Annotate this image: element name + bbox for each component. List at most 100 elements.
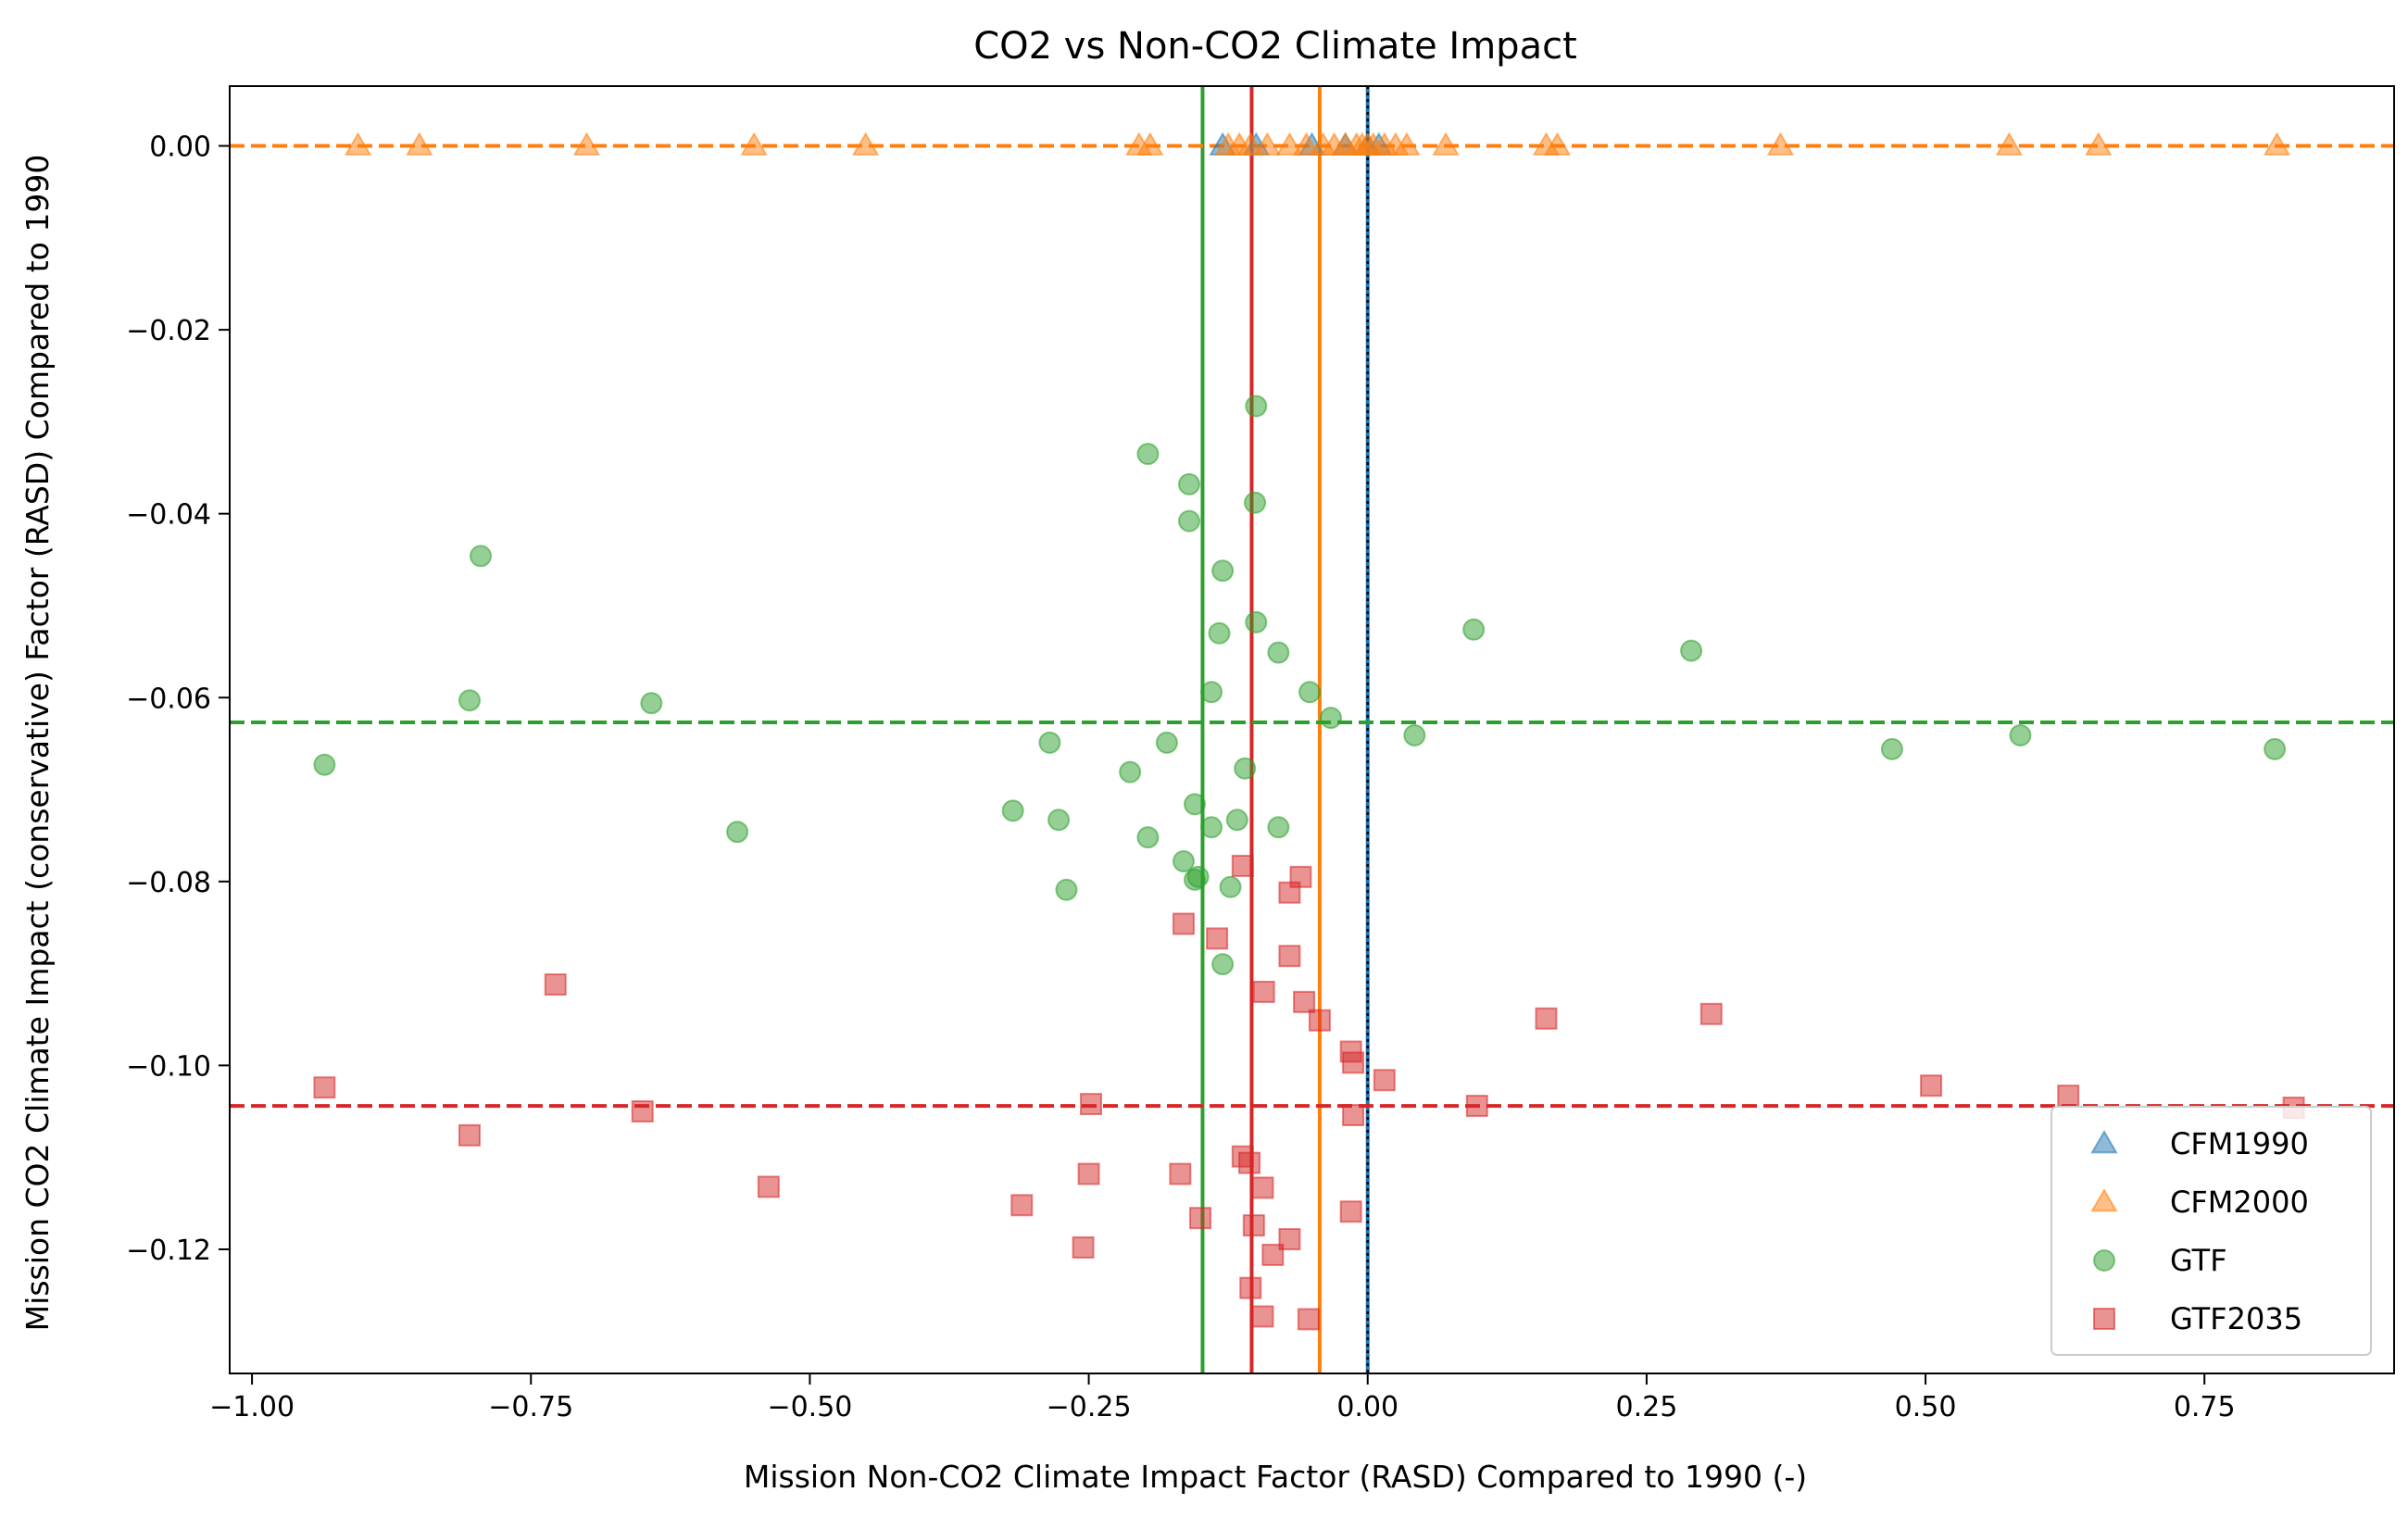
cfm2000-point <box>1766 132 1795 156</box>
gtf-point <box>470 545 493 568</box>
gtf2035-point <box>1189 1207 1212 1230</box>
y-axis-label: Mission CO2 Climate Impact (conservative… <box>19 155 56 1332</box>
cfm2000-point <box>1136 132 1164 156</box>
chart-title: CO2 vs Non-CO2 Climate Impact <box>973 25 1577 68</box>
cfm2000-point <box>1292 132 1321 156</box>
gtf2035-point <box>1339 1200 1362 1223</box>
y-tick-label: −0.06 <box>126 683 211 715</box>
gtf2035-point <box>313 1076 336 1099</box>
gtf2035-point <box>1293 990 1316 1013</box>
gtf-point <box>1462 618 1486 641</box>
gtf-point <box>1055 878 1078 901</box>
gtf-point <box>1244 491 1267 514</box>
cfm2000-point <box>740 132 768 156</box>
cfm2000-point <box>1995 132 2024 156</box>
x-tick-label: −0.75 <box>488 1391 573 1423</box>
gtf2035-point <box>631 1100 654 1123</box>
gtf2035-point <box>757 1175 780 1198</box>
cfm2000-point <box>1393 132 1421 156</box>
cfm2000-point <box>572 132 601 156</box>
legend-marker-gtf <box>2093 1249 2115 1272</box>
plot-frame <box>229 85 2395 1374</box>
gtf2035-point <box>1278 881 1301 904</box>
gtf2035-point <box>1172 912 1195 935</box>
legend-marker-gtf2035 <box>2093 1308 2115 1330</box>
gtf2035-point <box>1251 1176 1274 1199</box>
plot-area <box>230 86 2394 1373</box>
y-tick-label: 0.00 <box>149 132 211 164</box>
gtf-point <box>1298 681 1322 704</box>
gtf2035-point <box>1261 1243 1285 1266</box>
gtf-point <box>1200 816 1223 839</box>
legend-label: GTF <box>2170 1243 2227 1278</box>
gtf-point <box>1200 681 1223 704</box>
gtf2035-point <box>1239 1276 1262 1299</box>
gtf2035-point <box>1251 1305 1274 1328</box>
cfm2000-point <box>1543 132 1572 156</box>
x-axis-label: Mission Non-CO2 Climate Impact Factor (R… <box>744 1459 1807 1495</box>
x-tick-label: −0.50 <box>767 1391 852 1423</box>
gtf2035-point <box>1010 1194 1034 1217</box>
gtf-point <box>2009 723 2032 746</box>
gtf2035-point <box>1920 1074 1943 1097</box>
gtf-point <box>1136 443 1160 466</box>
gtf2035-point <box>1278 1228 1301 1251</box>
gtf-point <box>1186 865 1210 888</box>
legend-label: CFM2000 <box>2170 1185 2309 1220</box>
gtf-point <box>1245 610 1268 633</box>
legend-label: GTF2035 <box>2170 1301 2302 1336</box>
gtf-point <box>1234 757 1257 780</box>
cfm2000-point <box>344 132 372 156</box>
gtf-point <box>1319 707 1342 730</box>
gtf2035-point <box>1465 1095 1488 1118</box>
gtf-point <box>1208 621 1231 645</box>
gtf2035-point <box>1342 1104 1365 1127</box>
gtf-point <box>726 821 749 844</box>
gtf-point <box>1245 395 1268 418</box>
gtf2035-point <box>2057 1084 2080 1108</box>
gtf2035-point <box>1206 927 1229 950</box>
gtf-point <box>1001 799 1024 822</box>
gtf2035-point <box>1308 1009 1331 1032</box>
gtf2035-point <box>1079 1093 1102 1116</box>
gtf2035-point <box>1169 1162 1192 1185</box>
gtf-point <box>2264 737 2287 760</box>
gtf-point <box>1267 641 1290 664</box>
gtf-point <box>640 692 663 715</box>
gtf-point <box>1880 737 1903 760</box>
gtf-point <box>1403 723 1426 746</box>
gtf2035-point <box>1373 1069 1396 1092</box>
gtf-point <box>1177 472 1200 495</box>
gtf2035-point <box>1342 1051 1365 1074</box>
gtf2035-point <box>1072 1235 1095 1259</box>
cfm2000-point <box>1432 132 1460 156</box>
x-tick-label: 0.50 <box>1895 1391 1957 1423</box>
gtf2035-point <box>1699 1002 1723 1025</box>
y-tick-label: −0.12 <box>126 1235 211 1267</box>
cfm2000-point <box>851 132 880 156</box>
legend-marker-cfm1990 <box>2090 1130 2118 1154</box>
y-tick-label: −0.10 <box>126 1050 211 1083</box>
legend-label: CFM1990 <box>2170 1126 2309 1161</box>
gtf2035-point <box>1278 945 1301 968</box>
gtf-point <box>458 689 481 712</box>
legend-box <box>2051 1106 2372 1356</box>
gtf-point <box>1038 731 1061 754</box>
cfm2000-point <box>1236 132 1264 156</box>
x-tick-label: −1.00 <box>209 1391 295 1423</box>
gtf-point <box>1211 953 1235 976</box>
gtf-point <box>1136 826 1160 849</box>
gtf2035-point <box>458 1123 481 1147</box>
cfm2000-point <box>1275 132 1304 156</box>
gtf-point <box>1225 809 1248 832</box>
gtf2035-point <box>1238 1151 1261 1174</box>
gtf-point <box>1155 731 1178 754</box>
gtf2035-point <box>544 973 567 997</box>
gtf2035-point <box>1252 980 1275 1003</box>
gtf-point <box>1267 816 1290 839</box>
legend-marker-cfm2000 <box>2090 1188 2118 1212</box>
y-tick-label: −0.08 <box>126 867 211 899</box>
gtf-point <box>1177 509 1200 533</box>
x-tick-label: 0.25 <box>1615 1391 1677 1423</box>
gtf2035-point <box>1077 1162 1100 1185</box>
